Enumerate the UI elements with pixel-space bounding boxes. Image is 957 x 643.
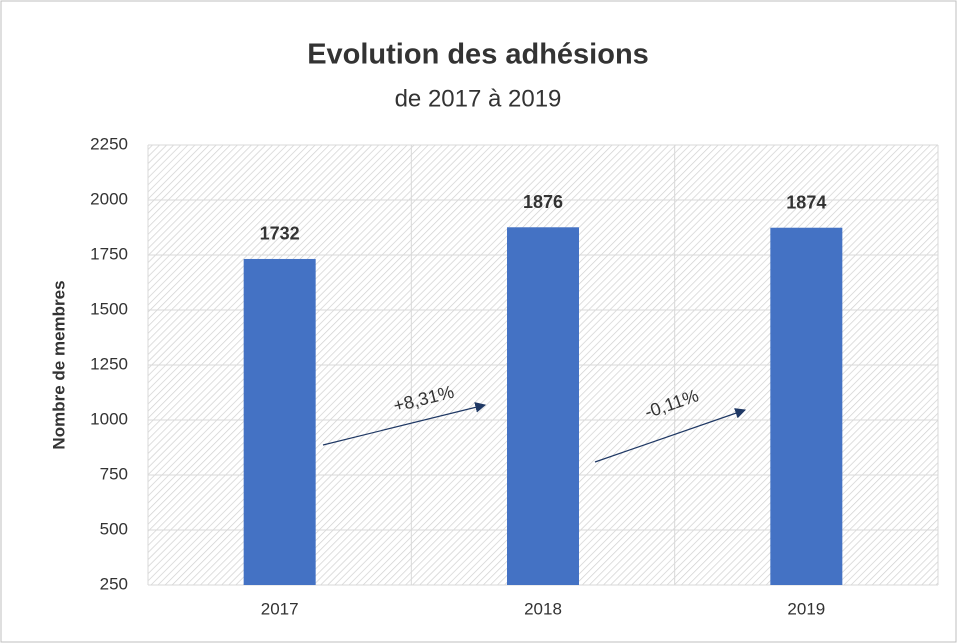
arrow <box>594 408 747 463</box>
chart-subtitle: de 2017 à 2019 <box>395 85 562 112</box>
x-tick-label: 2018 <box>524 599 562 618</box>
y-tick-label: 1500 <box>90 299 128 318</box>
y-tick-label: 250 <box>100 574 128 593</box>
y-tick-label: 1000 <box>90 409 128 428</box>
y-tick-label: 750 <box>100 464 128 483</box>
y-tick-label: 2250 <box>90 134 128 153</box>
data-label: 1876 <box>523 192 563 212</box>
x-tick-label: 2019 <box>787 599 825 618</box>
arrow <box>322 402 487 446</box>
y-axis-label: Nombre de membres <box>49 280 68 449</box>
bar <box>243 258 316 585</box>
data-label: 1874 <box>786 192 826 212</box>
y-tick-label: 500 <box>100 519 128 538</box>
data-label: 1732 <box>260 224 300 244</box>
x-tick-label: 2017 <box>261 599 299 618</box>
y-tick-label: 1250 <box>90 354 128 373</box>
bar <box>507 227 579 585</box>
chart-title: Evolution des adhésions <box>307 39 649 71</box>
y-tick-label: 2000 <box>90 189 128 208</box>
bar <box>770 227 843 585</box>
y-tick-label: 1750 <box>90 244 128 263</box>
